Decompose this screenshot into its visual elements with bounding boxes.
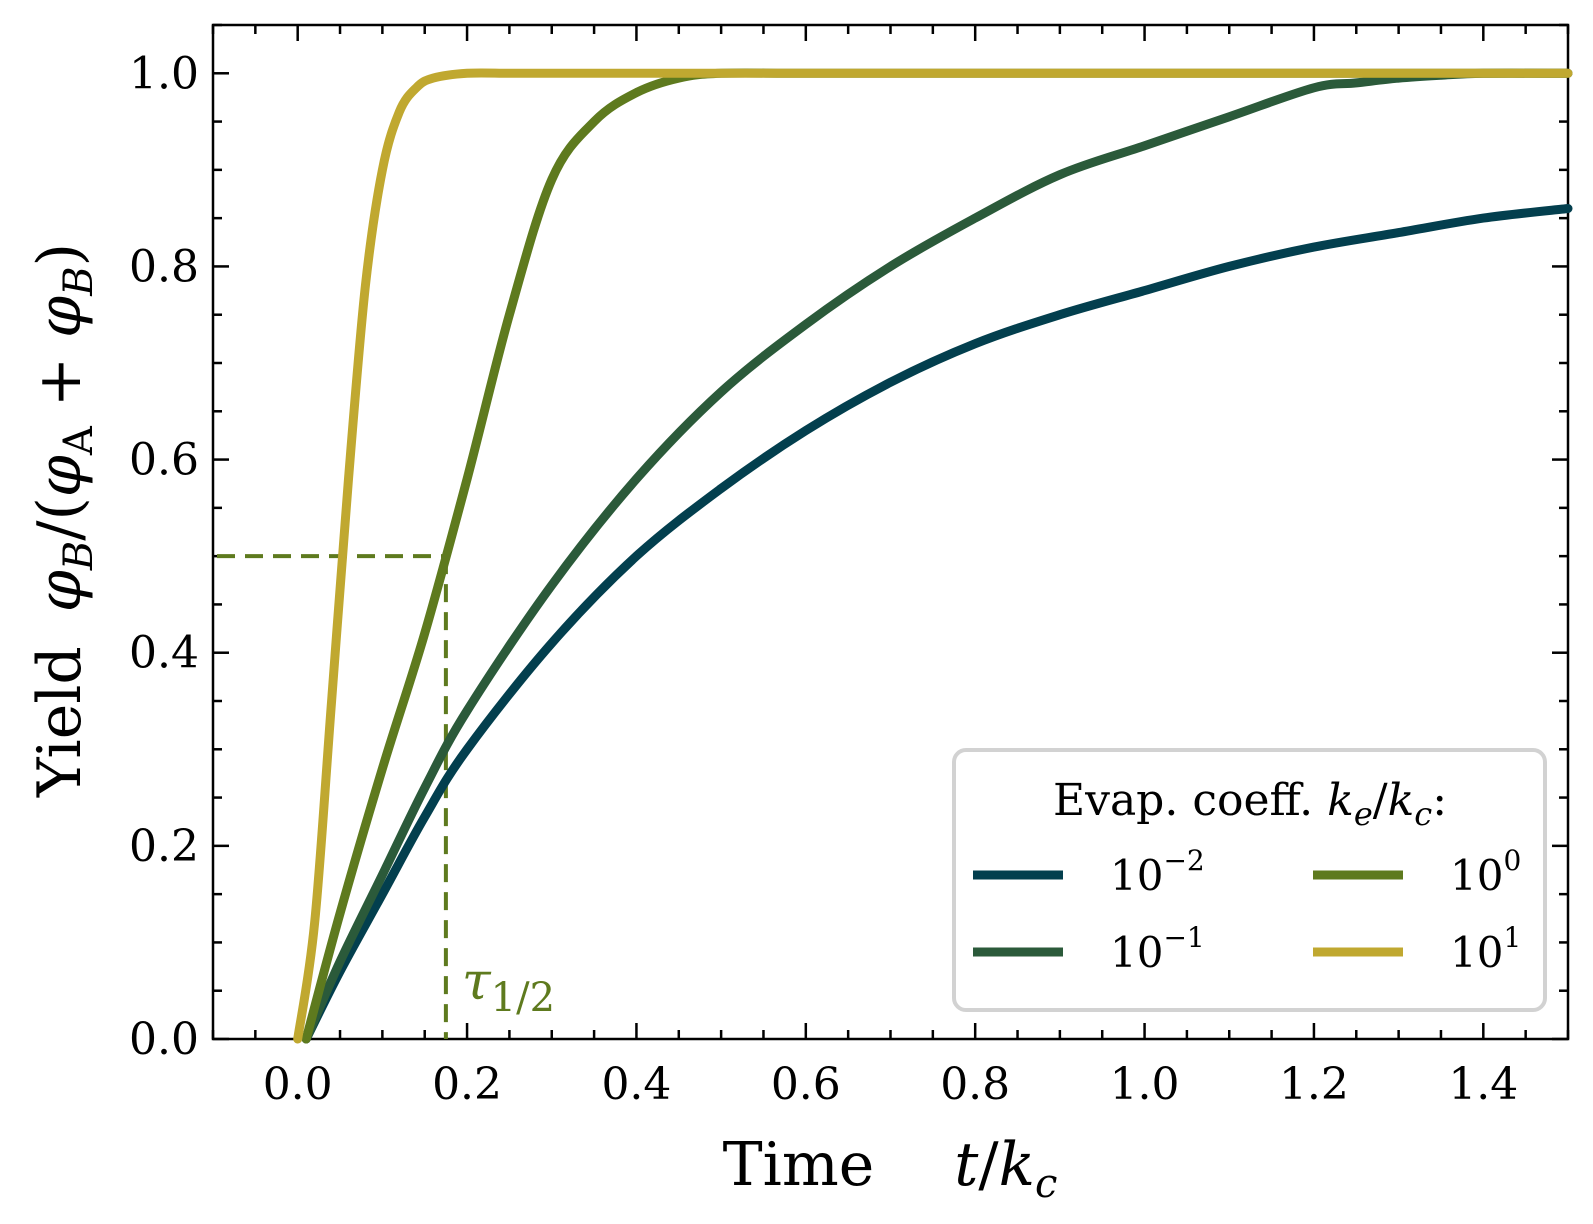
x-axis-title: Time t/kc (723, 1130, 1058, 1207)
series-line-1e1 (293, 68, 1573, 1044)
series-line-1e-2 (301, 204, 1573, 1044)
x-tick-label: 0.0 (263, 1059, 333, 1110)
x-tick-label: 0.4 (601, 1059, 671, 1110)
x-tick-label: 1.2 (1279, 1059, 1349, 1110)
y-tick-label: 0.0 (129, 1014, 199, 1065)
y-tick-label: 0.8 (129, 241, 199, 292)
y-tick-label: 0.6 (129, 435, 199, 486)
y-tick-label: 1.0 (129, 48, 199, 99)
legend-label-1e-2: 10−2 (1110, 844, 1205, 900)
x-tick-label: 0.6 (771, 1059, 841, 1110)
legend-box (952, 748, 1547, 1012)
y-tick-label: 0.2 (129, 821, 199, 872)
x-tick-label: 1.4 (1448, 1059, 1518, 1110)
series-line-1e-1 (301, 68, 1573, 1044)
legend-label-1e1: 101 (1450, 921, 1521, 977)
tau-half-label: τ1/2 (462, 952, 555, 1021)
legend-label-1e0: 100 (1450, 844, 1521, 900)
y-axis-title: YieldφB/(φA + φB) (25, 243, 102, 798)
legend: Evap. coeff. ke/kc: 10−2 10−1 100 101 (952, 748, 1547, 1012)
x-tick-label: 0.2 (432, 1059, 502, 1110)
y-tick-labels: 0.0 0.2 0.4 0.6 0.8 1.0 (129, 48, 199, 1065)
ticks-layer (211, 23, 1570, 1041)
x-tick-label: 0.8 (940, 1059, 1010, 1110)
x-tick-label: 1.0 (1110, 1059, 1180, 1110)
series-layer (293, 68, 1573, 1044)
half-time-annotation: τ1/2 (217, 554, 555, 1039)
legend-title: Evap. coeff. ke/kc: (1053, 775, 1447, 833)
legend-label-1e-1: 10−1 (1110, 921, 1205, 977)
y-tick-label: 0.4 (129, 628, 199, 679)
x-tick-labels: 0.0 0.2 0.4 0.6 0.8 1.0 1.2 1.4 (263, 1059, 1519, 1110)
